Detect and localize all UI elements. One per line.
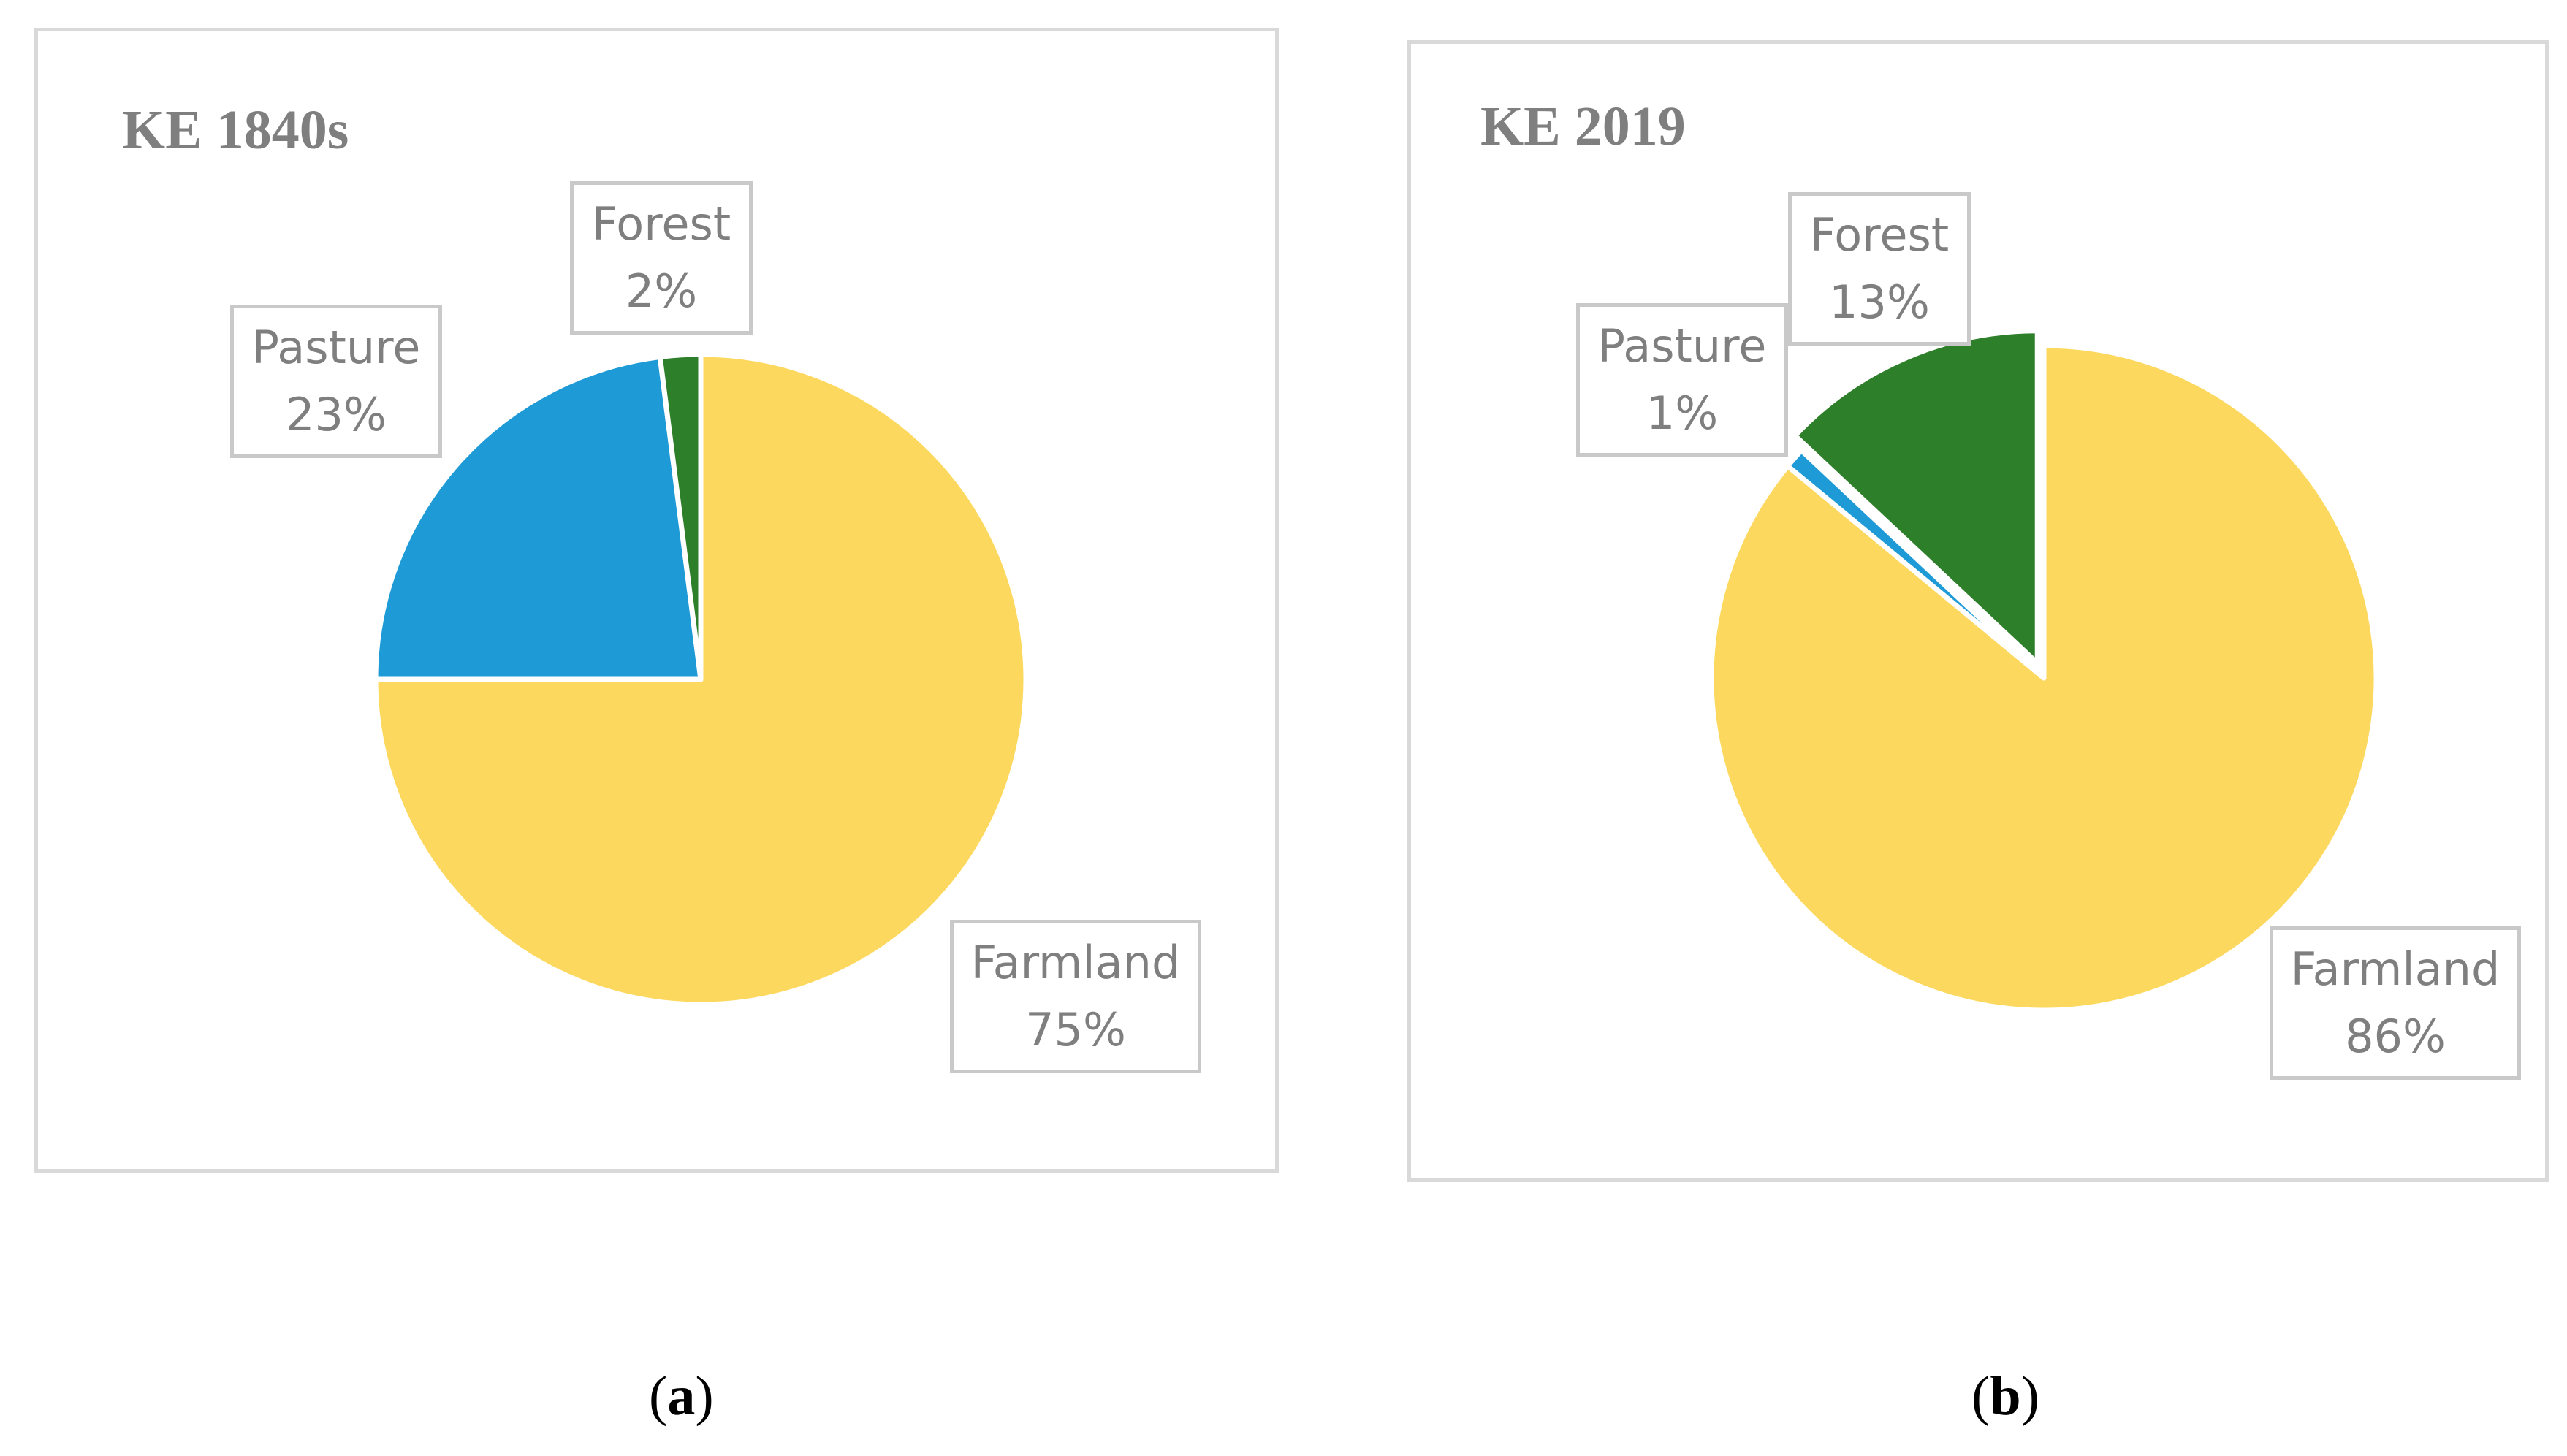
slice-pct-pasture-b: 1% (1646, 386, 1719, 440)
pie-chart-b (1708, 328, 2379, 1013)
slice-pct-forest-a: 2% (625, 264, 698, 318)
data-label-farmland-b: Farmland 86% (2270, 926, 2521, 1080)
chart-title-a: KE 1840s (122, 99, 349, 161)
slice-name-pasture-a: Pasture (251, 321, 421, 374)
subfigure-label-b: (b) (1971, 1365, 2039, 1427)
pie-chart-a (373, 351, 1029, 1007)
data-label-farmland-a: Farmland 75% (950, 920, 1201, 1073)
pie-slice-forest-a (657, 351, 704, 682)
slice-pct-farmland-b: 86% (2345, 1010, 2446, 1063)
slice-name-farmland-a: Farmland (970, 936, 1181, 989)
data-label-pasture-b: Pasture 1% (1576, 303, 1788, 457)
pie-slice-forest-b (1792, 328, 2040, 666)
slice-name-forest-b: Forest (1809, 208, 1950, 262)
slice-pct-farmland-a: 75% (1025, 1003, 1126, 1056)
slice-pct-forest-b: 13% (1829, 275, 1930, 329)
slice-pct-pasture-a: 23% (286, 388, 387, 441)
pie-slice-pasture-a (373, 354, 704, 682)
data-label-forest-b: Forest 13% (1788, 192, 1971, 346)
subfigure-label-a: (a) (649, 1365, 714, 1427)
pie-slice-pasture-b (1784, 448, 2047, 681)
chart-title-b: KE 2019 (1480, 96, 1686, 157)
slice-name-farmland-b: Farmland (2290, 942, 2501, 996)
slice-name-pasture-b: Pasture (1597, 319, 1767, 373)
data-label-pasture-a: Pasture 23% (230, 305, 442, 458)
chart-panel-b: KE 2019 Forest 13% Pasture 1% Farmland 8… (1407, 40, 2549, 1182)
data-label-forest-a: Forest 2% (570, 181, 753, 335)
chart-panel-a: KE 1840s Forest 2% Pasture 23% Farmland … (34, 28, 1279, 1173)
slice-name-forest-a: Forest (591, 197, 731, 251)
